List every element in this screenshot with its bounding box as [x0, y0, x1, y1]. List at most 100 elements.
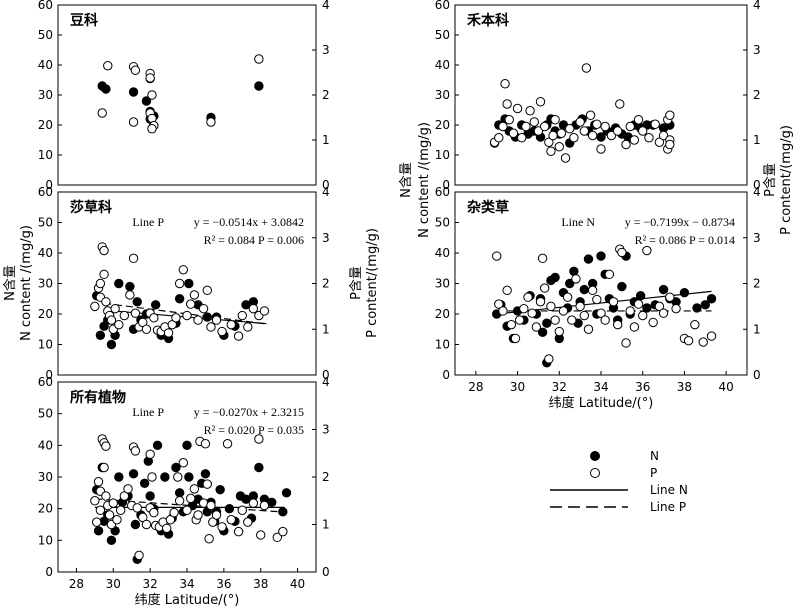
data-point-p: [575, 117, 585, 127]
y-left-tick-label: 20: [38, 502, 53, 516]
data-point-p: [90, 496, 100, 506]
data-point-p: [237, 310, 247, 321]
legend-label: Line N: [650, 483, 688, 497]
data-point-p: [508, 128, 519, 138]
y-right-tick-label: 4: [322, 0, 330, 12]
data-point-p: [106, 315, 117, 325]
data-point-p: [147, 124, 157, 134]
data-point-p: [546, 146, 556, 156]
data-point-p: [141, 519, 152, 530]
data-point-p: [115, 505, 126, 515]
data-point-p: [169, 507, 179, 518]
y-right-tick-label: 2: [322, 88, 330, 102]
annotation-stats: R² = 0.084 P = 0.006: [204, 233, 304, 247]
data-point-p: [596, 144, 606, 154]
y-left-tick-label: 50: [435, 28, 450, 42]
data-point-p: [548, 130, 558, 141]
y-right-tick-label: 2: [322, 277, 330, 291]
data-point-n: [542, 318, 552, 328]
data-point-p: [690, 319, 700, 330]
data-point-n: [150, 300, 161, 310]
data-point-p: [644, 133, 654, 143]
data-point-p: [104, 510, 115, 520]
data-point-p: [248, 303, 259, 314]
x-tick-label: 40: [719, 380, 734, 394]
data-point-p: [198, 303, 209, 314]
y-right-tick-label: 0: [322, 178, 330, 192]
data-point-p: [90, 301, 100, 312]
data-point-n: [658, 284, 669, 295]
data-point-p: [114, 319, 124, 330]
y-axis-title-left-cn: N含量: [2, 265, 18, 301]
data-point-n: [139, 478, 150, 489]
data-point-p: [149, 507, 159, 518]
data-point-n: [152, 440, 163, 451]
x-axis-label: 纬度 Latitude/(°): [135, 592, 240, 606]
data-point-p: [562, 292, 573, 302]
data-point-n: [114, 278, 124, 289]
data-point-p: [531, 322, 542, 332]
data-point-p: [243, 517, 253, 527]
data-point-p: [621, 338, 631, 348]
y-left-tick-label: 10: [38, 533, 53, 547]
y-left-tick-label: 30: [435, 88, 450, 102]
data-point-p: [537, 253, 548, 264]
data-point-p: [272, 532, 282, 543]
y-right-tick-label: 4: [753, 0, 761, 12]
data-point-n: [642, 303, 652, 313]
data-point-p: [514, 315, 525, 325]
y-right-tick-label: 0: [322, 368, 330, 382]
data-point-n: [550, 272, 560, 283]
data-point-p: [233, 526, 244, 537]
data-point-p: [259, 500, 270, 511]
data-point-p: [638, 310, 648, 321]
data-point-p: [211, 510, 222, 520]
annotation-line-name: Line N: [561, 215, 595, 229]
data-point-n: [182, 440, 192, 451]
data-point-p: [569, 133, 579, 143]
y-left-tick-label: 0: [45, 178, 53, 192]
data-point-p: [494, 299, 504, 309]
data-point-n: [128, 87, 139, 97]
data-point-p: [492, 251, 502, 261]
data-point-n: [184, 278, 194, 289]
x-tick-label: 32: [143, 577, 158, 591]
data-point-p: [103, 61, 113, 71]
legend-marker-n: [590, 451, 600, 461]
data-point-p: [206, 117, 216, 127]
data-point-p: [138, 512, 148, 523]
x-tick-label: 36: [635, 380, 650, 394]
y-axis-title-right-en: P content/(mg/g): [779, 125, 794, 235]
data-point-p: [612, 319, 623, 330]
data-point-p: [604, 269, 615, 280]
y-left-tick-label: 10: [38, 338, 53, 352]
x-tick-label: 34: [179, 577, 194, 591]
data-point-p: [587, 285, 598, 296]
y-left-tick-label: 60: [38, 0, 53, 12]
data-point-n: [106, 339, 117, 350]
data-point-p: [625, 121, 635, 132]
x-tick-label: 34: [593, 380, 608, 394]
y-left-tick-label: 40: [435, 246, 450, 260]
y-left-tick-label: 10: [38, 148, 53, 162]
data-point-p: [567, 315, 577, 325]
data-point-p: [617, 247, 627, 258]
data-point-p: [579, 310, 590, 321]
data-point-p: [629, 135, 640, 145]
y-right-tick-label: 2: [753, 88, 761, 102]
data-point-p: [648, 317, 658, 328]
annotation-equation: y = −0.0270x + 2.3215: [194, 405, 304, 419]
data-point-p: [147, 472, 157, 482]
data-point-p: [92, 517, 102, 527]
y-left-tick-label: 60: [38, 185, 53, 199]
data-point-p: [575, 301, 585, 312]
data-point-p: [512, 103, 523, 114]
data-point-p: [581, 63, 592, 73]
data-point-p: [248, 498, 259, 508]
panel-3: 0 10 20 30 40 50 60 0 1 2 3 4 禾本科: [435, 0, 761, 192]
data-point-n: [692, 303, 702, 313]
data-point-n: [93, 526, 104, 536]
y-right-tick-label: 0: [753, 368, 761, 382]
panel-1: 0 10 20 30 40 50 60 0 1 2 3 4 莎草科 Line P y = −0.0514x …: [38, 185, 330, 382]
annotation-line-name: Line P: [132, 405, 164, 419]
